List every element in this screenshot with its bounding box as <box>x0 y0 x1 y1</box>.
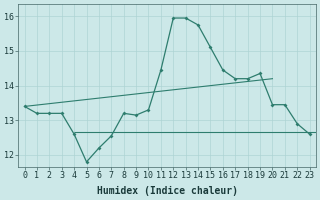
X-axis label: Humidex (Indice chaleur): Humidex (Indice chaleur) <box>97 186 237 196</box>
